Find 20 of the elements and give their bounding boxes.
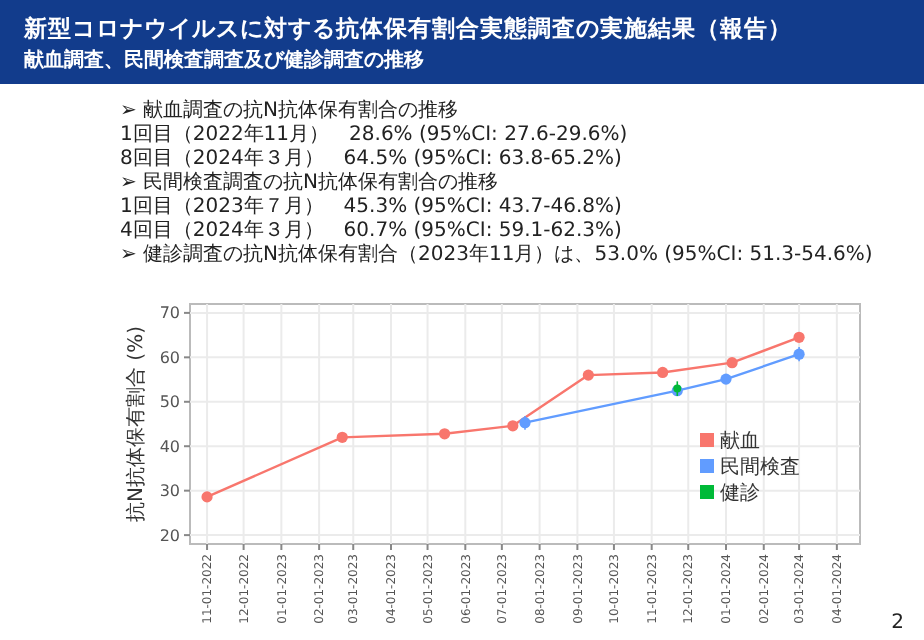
text: 1回目（2022年11月） 28.6% (95%CI: 27.6-29.6%) — [120, 122, 628, 146]
y-tick-label: 40 — [159, 437, 180, 456]
text: ➢ 民間検査調査の抗N抗体保有割合の推移 — [120, 170, 499, 194]
legend-label: 民間検査 — [720, 455, 800, 479]
chart-title: 新型コロナウイルスに対する抗体保有割合実態調査の実施結果（報告） — [22, 14, 792, 42]
text: ➢ 献血調査の抗N抗体保有割合の推移 — [120, 98, 459, 122]
y-axis-title: 抗N抗体保有割合 (%) — [124, 325, 148, 522]
y-tick-label: 20 — [159, 526, 180, 545]
text: 4回目（2024年３月） 60.7% (95%CI: 59.1-62.3%) — [120, 218, 623, 242]
y-tick-label: 50 — [159, 393, 180, 412]
text: 8回目（2024年３月） 64.5% (95%CI: 63.8-65.2%) — [120, 146, 623, 170]
y-tick-label: 30 — [159, 482, 180, 501]
chart-subtitle: 献血調査、民間検査調査及び健診調査の推移 — [24, 48, 424, 72]
text: ➢ 健診調査の抗N抗体保有割合（2023年11月）は、53.0% (95%CI: 51.3-54.6%) — [120, 242, 873, 266]
y-tick-label: 70 — [159, 304, 180, 323]
legend-label: 献血 — [720, 429, 760, 453]
text: 2 — [891, 612, 904, 634]
text: 1回目（2023年７月） 45.3% (95%CI: 43.7-46.8%) — [120, 194, 623, 218]
legend-label: 健診 — [720, 481, 760, 505]
y-tick-label: 60 — [159, 348, 180, 367]
